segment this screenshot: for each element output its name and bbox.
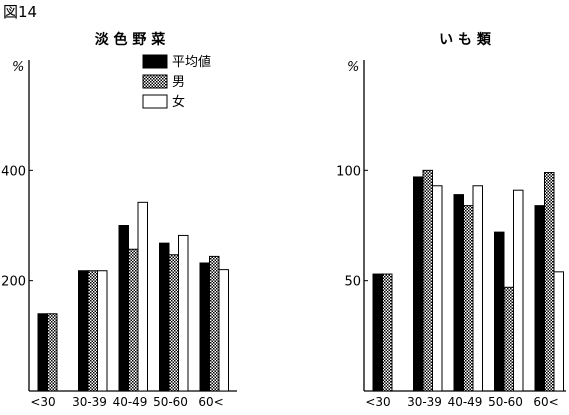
bar-female xyxy=(553,271,564,392)
y-tick-label: 50 xyxy=(344,275,361,290)
y-tick-label: 400 xyxy=(1,164,26,179)
x-tick-label: 50-60 xyxy=(153,395,188,409)
bar-male xyxy=(47,313,58,392)
x-tick-label: 30-39 xyxy=(72,395,107,409)
chart-2-title: い も 類 xyxy=(439,32,492,48)
bar-male xyxy=(168,254,179,392)
bar-avg xyxy=(37,313,48,392)
bar-avg xyxy=(372,273,383,392)
bar-female xyxy=(97,270,108,392)
legend-label-male: 男 xyxy=(172,75,185,90)
bar-avg xyxy=(78,270,89,392)
bar-avg xyxy=(413,176,424,392)
bar-avg xyxy=(199,262,210,392)
bar-avg xyxy=(453,194,464,392)
y-tick-label: 200 xyxy=(1,275,26,290)
x-tick-label: 50-60 xyxy=(488,395,523,409)
bar-male xyxy=(463,205,474,392)
x-tick-label: 40-49 xyxy=(448,395,483,409)
bar-male xyxy=(128,248,139,392)
x-tick-label: 40-49 xyxy=(113,395,148,409)
legend-swatch-female xyxy=(142,94,168,109)
x-tick-label: 30-39 xyxy=(407,395,442,409)
x-tick-label: <30 xyxy=(30,395,55,409)
bar-avg xyxy=(534,205,545,392)
bar-male xyxy=(422,169,433,392)
bar-male xyxy=(382,273,393,392)
x-tick-label: <30 xyxy=(365,395,390,409)
y-tick-label: 100 xyxy=(336,164,361,179)
bar-female xyxy=(513,189,524,392)
bar-male xyxy=(87,270,98,392)
legend-label-female: 女 xyxy=(172,94,185,110)
bar-female xyxy=(178,234,189,392)
bar-female xyxy=(218,269,229,392)
bar-avg xyxy=(159,242,170,392)
figure-label: 図14 xyxy=(3,3,37,21)
bar-avg xyxy=(494,231,505,392)
x-tick-label: 60< xyxy=(533,395,558,409)
legend-label-avg: 平均値 xyxy=(172,54,211,70)
bar-female xyxy=(137,201,148,392)
legend: 平均値 男 女 xyxy=(142,54,211,110)
bar-male xyxy=(544,172,555,392)
x-tick-label: 60< xyxy=(198,395,223,409)
bar-female xyxy=(472,185,483,392)
chart-2-plot: 50 100 <30 30-39 40-49 50-60 60< xyxy=(336,60,566,409)
chart-2-unit: % xyxy=(347,60,359,75)
bar-avg xyxy=(118,225,129,392)
legend-swatch-avg xyxy=(142,54,168,69)
chart-1-plot: 200 400 <30 30-39 40-49 50-60 60< xyxy=(1,60,237,409)
chart-1-title: 淡 色 野 菜 xyxy=(95,31,167,48)
legend-swatch-male xyxy=(142,74,168,89)
bar-male xyxy=(503,286,514,392)
chart-1-unit: % xyxy=(12,60,24,75)
bar-female xyxy=(432,185,443,392)
bar-male xyxy=(209,255,220,392)
